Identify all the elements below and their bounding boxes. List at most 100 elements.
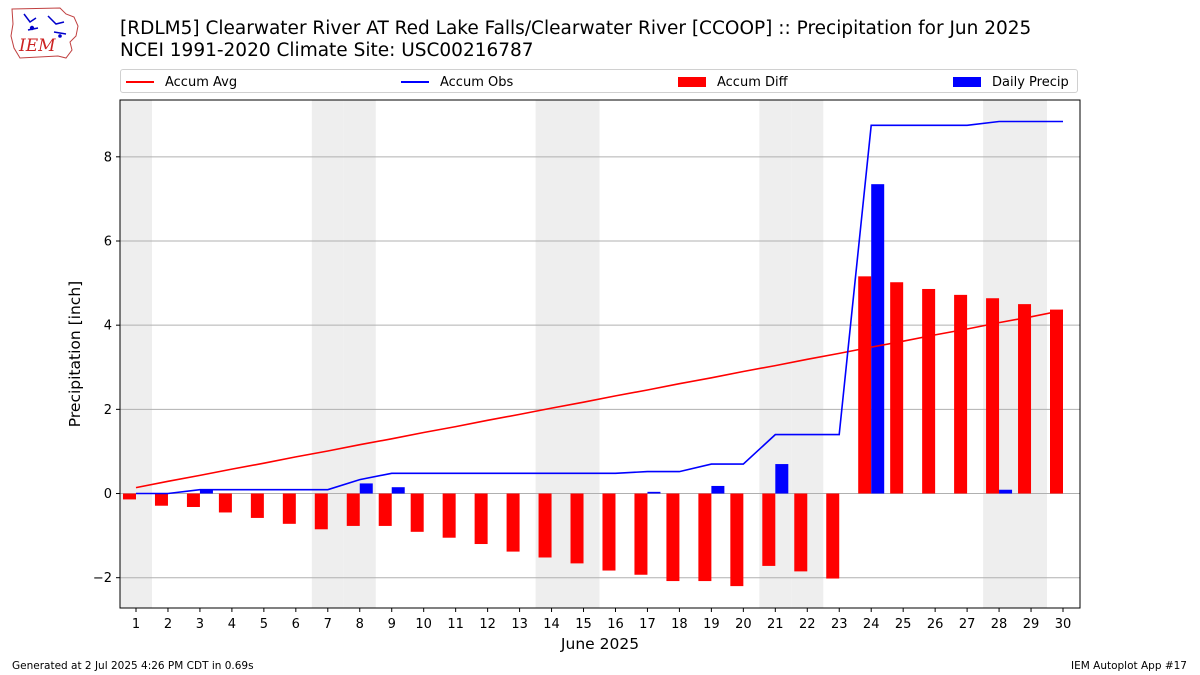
legend-swatch-accum-diff [678, 77, 706, 87]
legend-accum-diff: Accum Diff [678, 70, 788, 94]
legend-label: Daily Precip [992, 74, 1069, 90]
x-axis-label: June 2025 [560, 635, 639, 653]
x-tick-label: 9 [388, 617, 396, 632]
accum-diff-bar [986, 298, 1000, 494]
x-tick-label: 25 [895, 617, 912, 632]
plot-frame [119, 99, 1081, 609]
x-tick-label: 3 [196, 617, 204, 632]
accum-diff-bar [314, 493, 328, 530]
x-tick-label: 16 [607, 617, 624, 632]
x-tick-label: 1 [132, 617, 140, 632]
accum-diff-bar [506, 493, 520, 552]
accum-diff-bar [762, 493, 776, 566]
accum-diff-bar [123, 493, 136, 500]
x-tick-label: 23 [831, 617, 848, 632]
legend-label: Accum Diff [717, 74, 788, 90]
x-tick-label: 19 [703, 617, 720, 632]
accum-diff-bar [570, 493, 584, 564]
x-tick-label: 21 [767, 617, 784, 632]
accum-avg-line [135, 309, 1064, 489]
daily-precip-bar [711, 485, 725, 494]
legend-label: Accum Obs [440, 74, 514, 90]
weekend-band [120, 100, 152, 608]
x-tick-label: 26 [927, 617, 944, 632]
accum-diff-bar [602, 493, 616, 571]
x-tick-label: 12 [479, 617, 496, 632]
chart-subtitle: NCEI 1991-2020 Climate Site: USC00216787 [120, 40, 534, 61]
legend-accum-obs: Accum Obs [401, 70, 513, 94]
x-tick-label: 20 [735, 617, 752, 632]
accum-diff-bar [1018, 304, 1032, 494]
generated-timestamp: Generated at 2 Jul 2025 4:26 PM CDT in 0… [12, 660, 254, 672]
x-tick-label: 30 [1055, 617, 1072, 632]
legend-swatch-accum-obs [401, 81, 429, 83]
accum-diff-bar [954, 294, 968, 494]
accum-diff-bar [442, 493, 456, 538]
x-tick-label: 28 [991, 617, 1008, 632]
y-axis-label: Precipitation [inch] [66, 281, 84, 427]
x-tick-label: 4 [228, 617, 236, 632]
x-tick-label: 29 [1023, 617, 1040, 632]
x-tick-label: 22 [799, 617, 816, 632]
x-tick-label: 24 [863, 617, 880, 632]
accum-diff-bar [282, 493, 296, 524]
accum-diff-bar [922, 288, 936, 494]
accum-diff-bar [666, 493, 680, 582]
x-tick-label: 15 [575, 617, 592, 632]
daily-precip-bar [871, 184, 885, 494]
x-tick-label: 7 [324, 617, 332, 632]
app-credit: IEM Autoplot App #17 [1071, 660, 1187, 672]
accum-diff-bar [218, 493, 232, 513]
x-tick-label: 13 [511, 617, 528, 632]
logo-text: IEM [18, 36, 56, 56]
x-tick-label: 17 [639, 617, 656, 632]
x-tick-label: 2 [164, 617, 172, 632]
accum-diff-bar [154, 493, 168, 506]
daily-precip-bar [199, 489, 213, 494]
legend-label: Accum Avg [165, 74, 238, 90]
legend-swatch-daily-precip [953, 77, 981, 87]
daily-precip-bar [391, 487, 405, 494]
accum-diff-bar [730, 493, 744, 587]
x-tick-label: 18 [671, 617, 688, 632]
y-tick-label: 4 [104, 319, 112, 334]
y-tick-label: −2 [93, 571, 112, 586]
x-tick-label: 5 [260, 617, 268, 632]
accum-diff-bar [250, 493, 264, 518]
accum-diff-bar [634, 493, 648, 575]
daily-precip-bar [647, 491, 661, 494]
y-tick-label: 0 [104, 487, 112, 502]
weekend-band [311, 100, 344, 608]
accum-obs-line [136, 120, 1063, 495]
accum-diff-bar [474, 493, 488, 545]
accum-diff-bar [1050, 309, 1063, 494]
accum-diff-bar [378, 493, 392, 526]
chart-legend: Accum Avg Accum Obs Accum Diff Daily Pre… [120, 69, 1078, 93]
x-tick-label: 10 [415, 617, 432, 632]
accum-diff-bar [826, 493, 840, 579]
accum-diff-bar [346, 493, 360, 526]
daily-precip-bar [999, 489, 1013, 494]
accum-diff-bar [698, 493, 712, 582]
accum-diff-bar [538, 493, 552, 558]
accum-diff-bar [858, 276, 872, 494]
accum-diff-bar [794, 493, 808, 572]
y-tick-label: 2 [104, 403, 112, 418]
daily-precip-bar [359, 483, 373, 494]
weekend-band [343, 100, 376, 608]
accum-diff-bar [410, 493, 424, 532]
x-tick-label: 6 [292, 617, 300, 632]
chart-title: [RDLM5] Clearwater River AT Red Lake Fal… [120, 18, 1032, 39]
iem-logo: IEM [10, 7, 79, 59]
x-tick-label: 8 [356, 617, 364, 632]
accum-diff-bar [890, 282, 904, 494]
x-tick-label: 14 [543, 617, 560, 632]
x-tick-label: 27 [959, 617, 976, 632]
accum-diff-bar [186, 493, 200, 507]
daily-precip-bar [775, 464, 789, 494]
y-tick-label: 8 [104, 150, 112, 165]
legend-daily-precip: Daily Precip [953, 70, 1069, 94]
legend-accum-avg: Accum Avg [126, 70, 237, 94]
x-tick-label: 11 [447, 617, 464, 632]
